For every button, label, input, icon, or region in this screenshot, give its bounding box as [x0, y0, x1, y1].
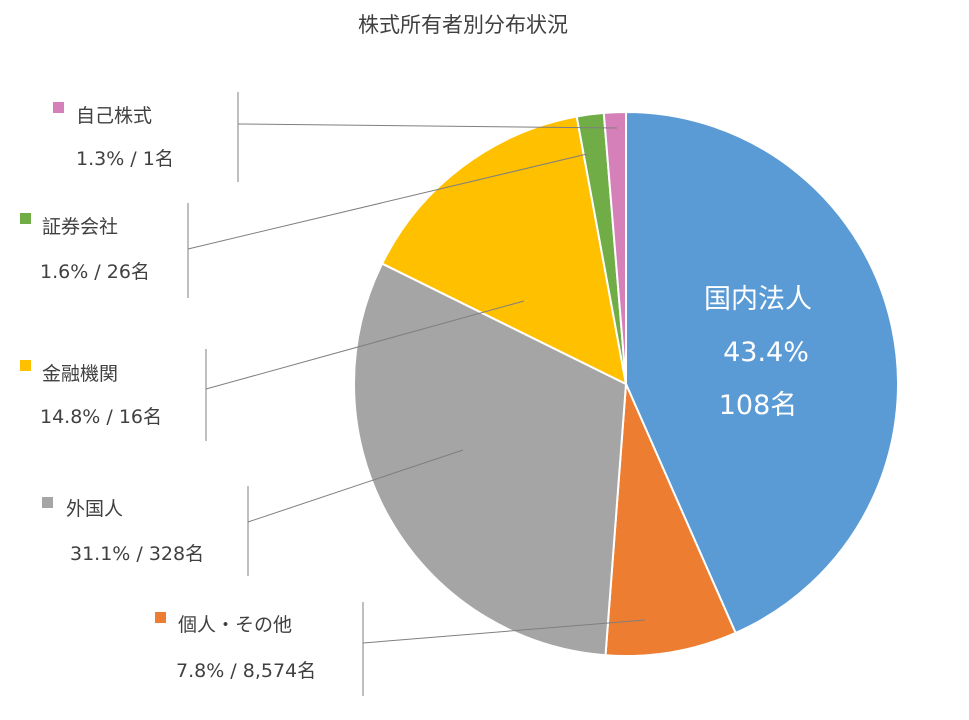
slice-name-label: 証券会社: [42, 216, 118, 238]
legend-swatch: [53, 102, 64, 113]
legend-swatch: [155, 612, 166, 623]
slice-value-label: 31.1% / 328名: [70, 543, 204, 565]
legend-swatch: [20, 360, 31, 371]
slice-holders-label: 108名: [719, 390, 798, 421]
slice-value-label: 1.3% / 1名: [76, 148, 174, 170]
slice-value-label: 14.8% / 16名: [40, 406, 162, 428]
pie-slice: [380, 115, 628, 386]
leader-line: [247, 449, 464, 523]
slice-name-label: 外国人: [66, 498, 123, 520]
slice-name-label: 金融機関: [42, 363, 118, 385]
legend-swatch: [42, 497, 53, 508]
pie-slices: [353, 110, 899, 657]
pie-slice: [625, 110, 899, 635]
chart-title: 株式所有者別分布状況: [358, 13, 568, 37]
pie-slice: [604, 383, 737, 657]
pie-slice: [353, 262, 628, 657]
slice-value-label: 7.8% / 8,574名: [176, 660, 316, 682]
leader-line: [187, 153, 588, 250]
slice-name-label: 国内法人: [704, 284, 812, 315]
slice-name-label: 個人・その他: [178, 614, 292, 636]
leader-line: [362, 619, 646, 644]
leader-lines: [187, 92, 646, 696]
slice-value-label: 1.6% / 26名: [40, 261, 150, 283]
leader-line: [237, 123, 618, 129]
slice-percent-label: 43.4%: [723, 337, 809, 368]
leader-line: [205, 300, 525, 390]
slice-name-label: 自己株式: [76, 105, 152, 127]
legend-swatch: [20, 213, 31, 224]
pie-slice: [602, 110, 627, 385]
